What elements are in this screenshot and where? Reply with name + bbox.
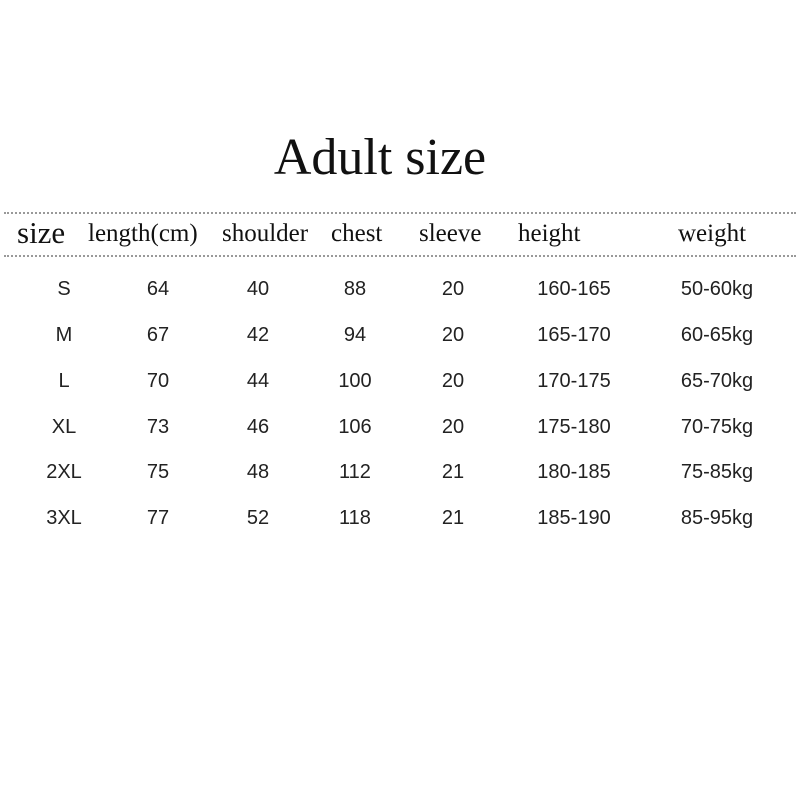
column-header: chest — [331, 220, 383, 247]
table-cell: 94 — [343, 324, 367, 346]
table-cell: 21 — [441, 507, 465, 529]
table-cell: 118 — [339, 507, 371, 529]
table-cell: 160-165 — [537, 278, 611, 300]
table-cell: 44 — [246, 370, 270, 392]
table-cell: 42 — [246, 324, 270, 346]
table-cell: 20 — [441, 324, 465, 346]
column-header: height — [518, 220, 581, 247]
table-cell: 165-170 — [537, 324, 611, 346]
table-cell: 3XL — [46, 507, 82, 529]
table-cell: 73 — [146, 416, 170, 438]
table-cell: 112 — [339, 461, 371, 483]
table-cell: M — [55, 324, 73, 346]
table-cell: 185-190 — [537, 507, 611, 529]
table-cell: L — [58, 370, 70, 392]
table-cell: 50-60kg — [680, 278, 754, 300]
table-cell: 46 — [246, 416, 270, 438]
table-cell: 2XL — [46, 461, 82, 483]
table-cell: 60-65kg — [680, 324, 754, 346]
table-cell: 175-180 — [537, 416, 611, 438]
column-header: shoulder — [222, 220, 309, 247]
table-cell: 77 — [146, 507, 170, 529]
table-cell: 88 — [343, 278, 367, 300]
table-cell: 20 — [441, 416, 465, 438]
table-cell: 70-75kg — [680, 416, 754, 438]
chart-title: Adult size — [273, 129, 487, 186]
table-cell: 20 — [441, 278, 465, 300]
table-cell: 75-85kg — [680, 461, 754, 483]
column-header: size — [17, 215, 66, 250]
table-cell: 170-175 — [537, 370, 611, 392]
table-cell: 64 — [146, 278, 170, 300]
table-cell: S — [57, 278, 71, 300]
table-cell: 52 — [246, 507, 270, 529]
table-cell: 65-70kg — [680, 370, 754, 392]
table-cell: 70 — [146, 370, 170, 392]
column-header: sleeve — [419, 220, 482, 247]
table-cell: 20 — [441, 370, 465, 392]
divider-top — [4, 212, 796, 214]
table-cell: 48 — [246, 461, 270, 483]
table-cell: 67 — [146, 324, 170, 346]
column-header: weight — [678, 220, 747, 247]
table-cell: 100 — [338, 370, 372, 392]
table-cell: 85-95kg — [680, 507, 754, 529]
divider-bottom — [4, 255, 796, 257]
table-cell: 75 — [146, 461, 170, 483]
table-cell: 40 — [246, 278, 270, 300]
table-cell: 180-185 — [537, 461, 611, 483]
table-cell: 21 — [441, 461, 465, 483]
table-cell: XL — [51, 416, 77, 438]
table-cell: 106 — [338, 416, 372, 438]
column-header: length(cm) — [88, 220, 198, 247]
